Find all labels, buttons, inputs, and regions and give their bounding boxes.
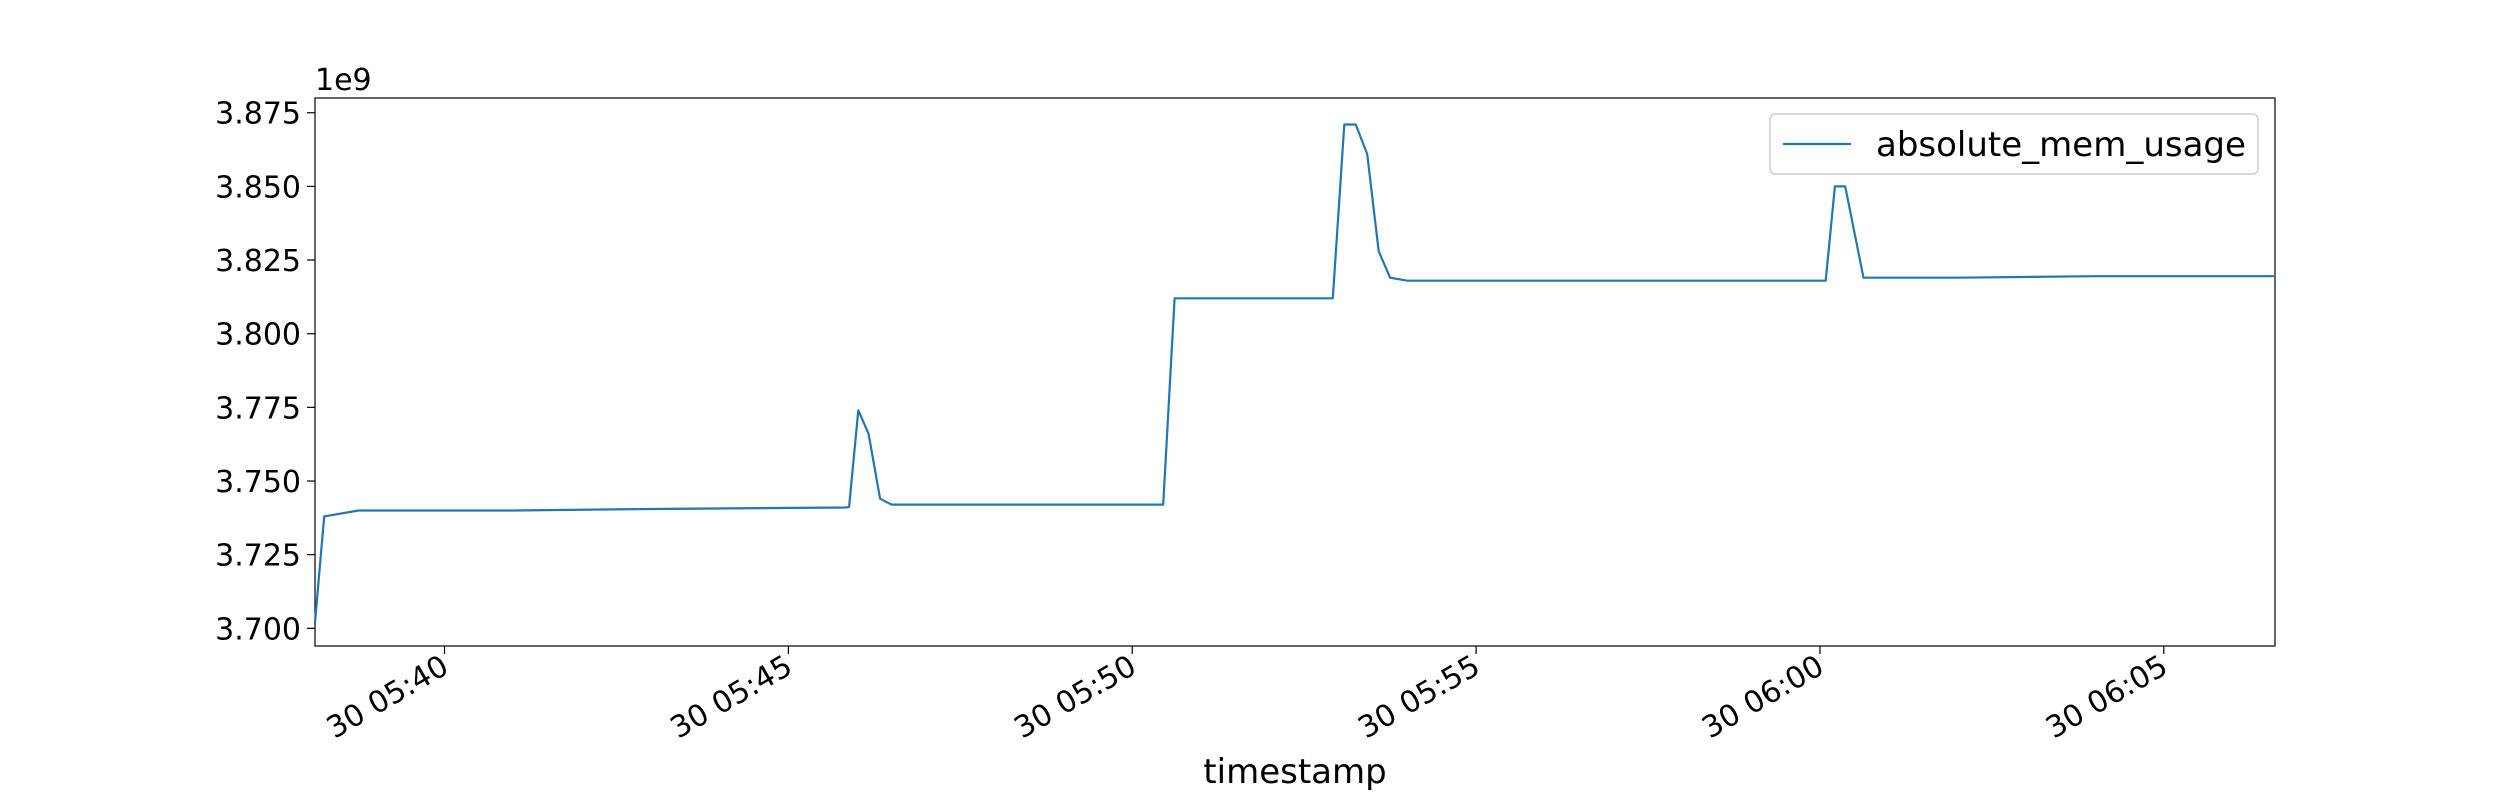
y-tick-label: 3.850 [215,170,301,205]
y-tick-label: 3.875 [215,97,301,132]
y-tick-label: 3.825 [215,244,301,279]
y-offset-label: 1e9 [315,63,372,98]
legend-label: absolute_mem_usage [1876,125,2246,165]
y-tick-label: 3.800 [215,318,301,353]
y-axis: 3.700 3.725 3.750 3.775 3.800 3.825 3.850 3.875 [215,97,315,647]
y-tick-label: 3.750 [215,465,301,500]
x-axis-title: timestamp [1203,752,1386,792]
legend-box [1769,113,2259,175]
plot-area [314,97,2276,647]
y-tick-label: 3.775 [215,391,301,426]
axes-frame [314,97,2276,647]
legend: absolute_mem_usage [1769,113,2259,175]
series-line-absolute-mem-usage [313,123,2275,623]
y-tick-label: 3.725 [215,539,301,574]
y-tick-label: 3.700 [215,612,301,647]
series-layer [313,123,2275,623]
